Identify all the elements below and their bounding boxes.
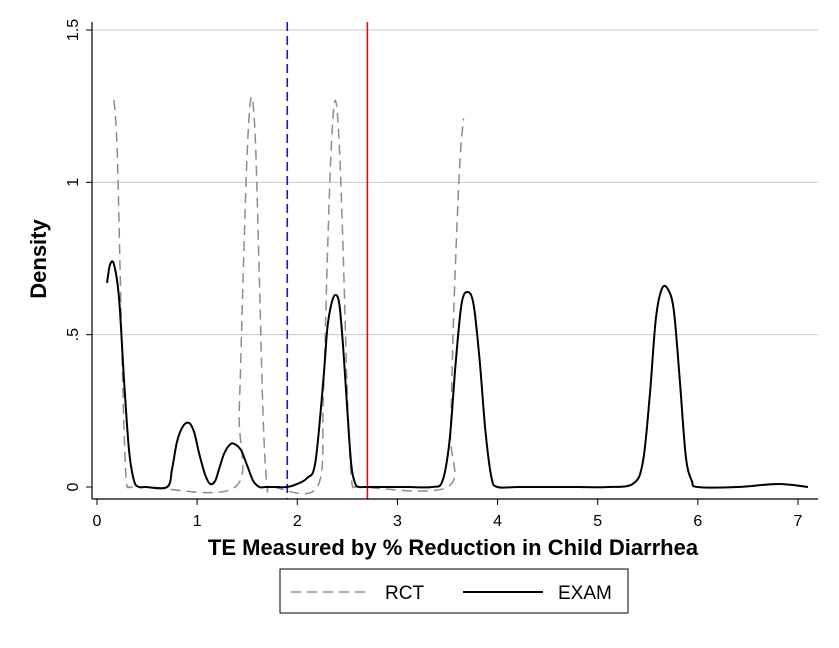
legend: RCT EXAM xyxy=(279,568,629,614)
x-tick-label-4: 4 xyxy=(493,513,502,530)
y-tick-label-0: 0 xyxy=(65,482,82,491)
x-tick-label-7: 7 xyxy=(794,513,803,530)
y-tick-label-3: 1.5 xyxy=(65,19,82,41)
series-lines xyxy=(106,96,809,495)
series-line-rct xyxy=(113,96,465,495)
reference-lines xyxy=(286,22,369,499)
x-tick-label-1: 1 xyxy=(193,513,202,530)
legend-label-exam: EXAM xyxy=(558,583,612,604)
y-axis-title: Density xyxy=(26,219,51,299)
x-tick-label-0: 0 xyxy=(93,513,102,530)
axes: 0 .5 1 1.5 0 1 2 3 4 5 6 7 xyxy=(65,19,818,530)
legend-box xyxy=(279,568,629,614)
legend-label-rct: RCT xyxy=(385,583,424,604)
x-tick-label-5: 5 xyxy=(593,513,602,530)
x-tick-label-2: 2 xyxy=(293,513,302,530)
x-axis-title: TE Measured by % Reduction in Child Diar… xyxy=(208,535,699,560)
x-tick-label-6: 6 xyxy=(693,513,702,530)
y-tick-label-1: .5 xyxy=(65,328,82,341)
x-tick-label-3: 3 xyxy=(393,513,402,530)
y-tick-label-2: 1 xyxy=(65,178,82,187)
gridlines xyxy=(92,29,818,336)
series-line-exam xyxy=(106,260,809,490)
